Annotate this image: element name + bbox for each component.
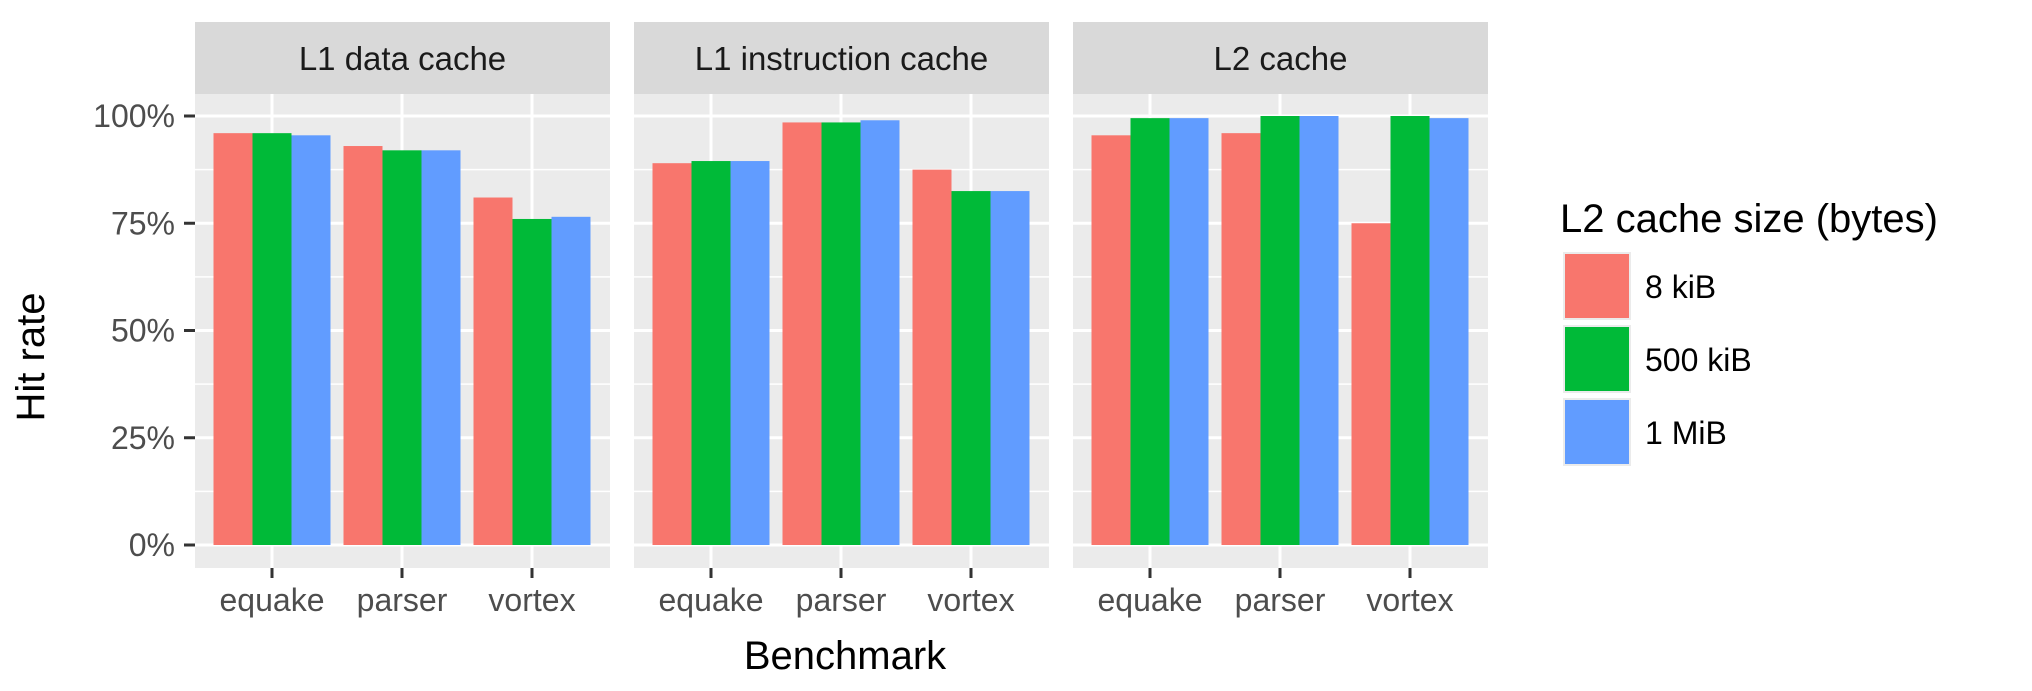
bar bbox=[551, 216, 591, 545]
bar bbox=[473, 197, 513, 545]
bar bbox=[343, 146, 383, 545]
y-axis-title: Hit rate bbox=[9, 293, 53, 422]
bar bbox=[730, 161, 770, 546]
bar bbox=[421, 150, 461, 545]
legend-label: 1 MiB bbox=[1645, 415, 1727, 451]
y-tick-label: 25% bbox=[111, 420, 175, 456]
bar bbox=[951, 191, 991, 545]
legend-title: L2 cache size (bytes) bbox=[1560, 197, 1938, 241]
facet-strip bbox=[195, 22, 610, 94]
bar bbox=[1091, 135, 1131, 545]
facet-panel: L1 data cache equake parser vortex bbox=[195, 22, 610, 618]
x-tick-label: parser bbox=[796, 582, 887, 618]
legend-label: 500 kiB bbox=[1645, 342, 1752, 378]
facet-strip bbox=[634, 22, 1049, 94]
y-tick-label: 100% bbox=[93, 98, 175, 134]
facet-title: L1 instruction cache bbox=[695, 40, 989, 77]
x-tick-label: vortex bbox=[488, 582, 575, 618]
legend-items: 8 kiB 500 kiB 1 MiB bbox=[1563, 252, 1752, 466]
legend-swatch bbox=[1565, 327, 1629, 391]
x-tick-label: vortex bbox=[1366, 582, 1453, 618]
bar bbox=[1169, 118, 1209, 546]
bar bbox=[912, 169, 952, 545]
bar bbox=[1299, 116, 1339, 545]
y-tick-label: 0% bbox=[129, 527, 175, 563]
x-tick-label: equake bbox=[1098, 582, 1203, 618]
bar bbox=[652, 163, 692, 545]
y-tick-label: 75% bbox=[111, 205, 175, 241]
bar bbox=[821, 122, 861, 545]
facet-title: L2 cache bbox=[1214, 40, 1348, 77]
facet-panel: L1 instruction cache equake parser vortex bbox=[634, 22, 1049, 618]
x-tick-label: parser bbox=[357, 582, 448, 618]
x-tick-label: parser bbox=[1235, 582, 1326, 618]
legend: L2 cache size (bytes) 8 kiB 500 kiB 1 MiB bbox=[1560, 197, 1938, 466]
bar bbox=[1390, 116, 1430, 545]
bar bbox=[1429, 118, 1469, 546]
bar bbox=[252, 133, 292, 545]
bar bbox=[1260, 116, 1300, 545]
bar bbox=[291, 135, 331, 545]
bar bbox=[1130, 118, 1170, 546]
x-tick-label: equake bbox=[659, 582, 764, 618]
legend-swatch bbox=[1565, 254, 1629, 318]
bar bbox=[1221, 133, 1261, 545]
bar bbox=[1351, 223, 1391, 545]
bar bbox=[512, 218, 552, 545]
legend-label: 8 kiB bbox=[1645, 269, 1716, 305]
x-tick-label: equake bbox=[220, 582, 325, 618]
bar bbox=[382, 150, 422, 545]
y-axis: 0% 25% 50% 75% 100% bbox=[93, 98, 195, 563]
x-axis-title: Benchmark bbox=[744, 634, 947, 678]
y-tick-label: 50% bbox=[111, 313, 175, 349]
facet-title: L1 data cache bbox=[299, 40, 506, 77]
bar bbox=[860, 120, 900, 545]
facet-panel: L2 cache equake parser vortex bbox=[1073, 22, 1488, 618]
bar bbox=[691, 161, 731, 546]
bar bbox=[213, 133, 253, 545]
facet-strip bbox=[1073, 22, 1488, 94]
bar bbox=[990, 191, 1030, 545]
x-tick-label: vortex bbox=[927, 582, 1014, 618]
legend-swatch bbox=[1565, 400, 1629, 464]
bar bbox=[782, 122, 822, 545]
